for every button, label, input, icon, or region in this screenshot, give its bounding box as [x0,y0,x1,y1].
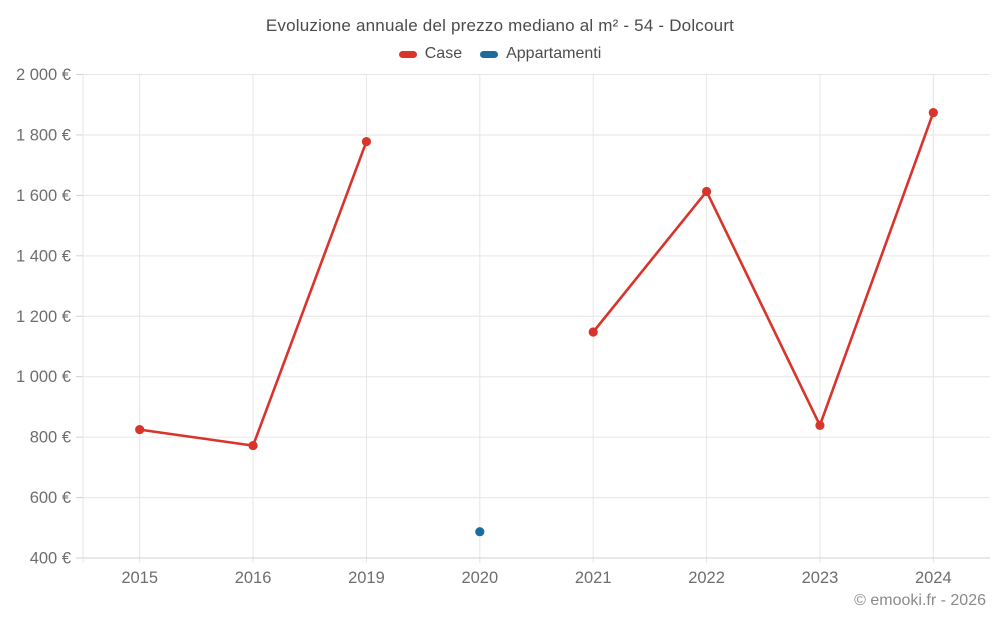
x-axis-tick-label: 2022 [688,569,725,587]
case-point-2016[interactable] [248,440,258,451]
case-series-line [591,111,935,427]
copyright-watermark: © emooki.fr - 2026 [854,592,986,609]
case-series-swatch-icon [398,50,417,58]
y-axis-tick-label: 800 € [30,429,71,447]
case-point-2019[interactable] [361,136,372,147]
x-axis-tick-label: 2024 [915,569,952,587]
x-axis-tick-label: 2020 [461,569,498,587]
case-point-2022[interactable] [701,186,712,197]
case-point-2024[interactable] [928,107,938,118]
x-axis-tick-label: 2015 [121,569,158,587]
x-axis-tick-label: 2021 [575,569,612,587]
case-point-2021[interactable] [588,327,598,337]
legend-item-appartamenti[interactable]: Appartamenti [480,45,601,63]
y-axis-tick-label: 1 000 € [16,368,71,386]
y-axis-tick-label: 1 600 € [16,187,71,205]
y-axis-tick-label: 1 400 € [16,247,71,265]
case-point-2015[interactable] [135,424,145,435]
legend-item-case[interactable]: Case [398,45,463,63]
x-axis-tick-label: 2023 [802,569,839,587]
y-axis-tick-label: 400 € [30,550,71,568]
chart-legend: Case Appartamenti [0,45,1000,63]
legend-label-case: Case [424,45,463,62]
appartamenti-series-swatch-icon [480,50,499,58]
appartamenti-point-2020[interactable] [475,527,485,537]
x-axis-tick-label: 2016 [235,569,272,587]
y-axis-tick-label: 600 € [30,489,71,507]
legend-label-appartamenti: Appartamenti [506,45,602,62]
y-axis-tick-label: 2 000 € [16,66,71,84]
y-axis-tick-label: 1 200 € [16,308,71,326]
x-axis-tick-label: 2019 [348,569,385,587]
chart-title: Evoluzione annuale del prezzo mediano al… [265,16,735,35]
y-axis-tick-label: 1 800 € [16,126,71,144]
case-point-2023[interactable] [815,420,825,430]
